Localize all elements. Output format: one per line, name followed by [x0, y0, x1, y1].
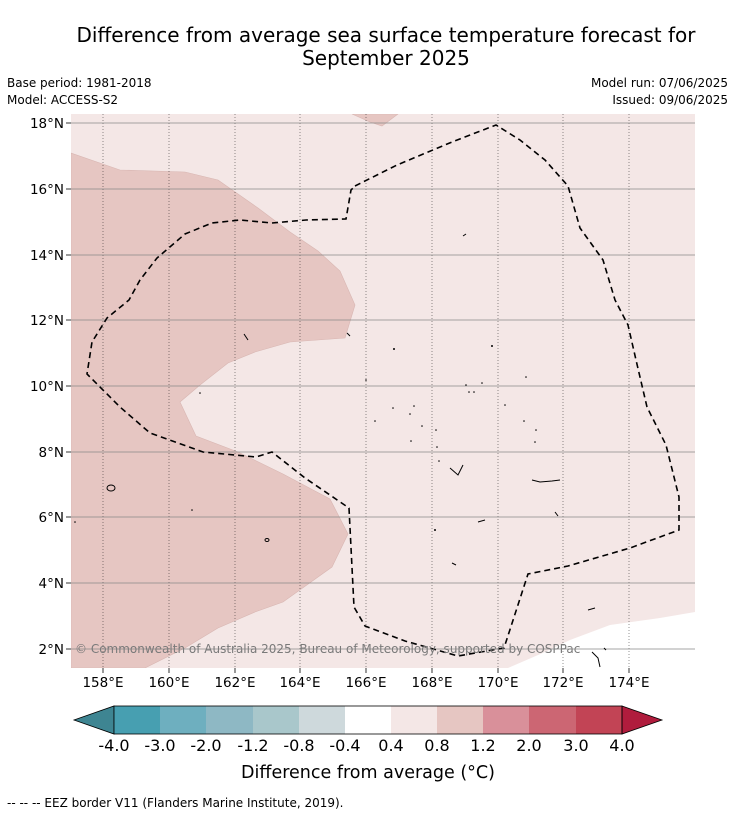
colorbar-tick-0: -4.0 [98, 736, 129, 755]
lat-label-16: 16°N [30, 182, 64, 198]
colorbar-frame [113, 705, 623, 735]
lon-label-162: 162°E [214, 675, 255, 691]
island-dots [74, 345, 537, 531]
colorbar-tick-1: -3.0 [144, 736, 175, 755]
colorbar-tick-2: -2.0 [190, 736, 221, 755]
lat-label-4: 4°N [39, 576, 64, 592]
lon-label-174: 174°E [608, 675, 649, 691]
colorbar-tick-7: 0.8 [424, 736, 449, 755]
issued-text: Issued: 09/06/2025 [612, 93, 728, 107]
colorbar-segment-11 [576, 706, 622, 734]
colorbar-segment-3 [206, 706, 253, 734]
lon-label-164: 164°E [279, 675, 320, 691]
colorbar-segment-10 [529, 706, 576, 734]
colorbar-tick-10: 3.0 [563, 736, 588, 755]
colorbar-tick-11: 4.0 [609, 736, 634, 755]
colorbar-tick-4: -0.8 [283, 736, 314, 755]
latitude-lines [71, 122, 695, 650]
lon-label-168: 168°E [411, 675, 452, 691]
islands [106, 233, 607, 668]
lat-axis: 18°N 16°N 14°N 12°N 10°N 8°N 6°N 4°N 2°N [30, 116, 71, 658]
lon-label-166: 166°E [345, 675, 386, 691]
colorbar-tick-6: 0.4 [378, 736, 403, 755]
map-title-line1: Difference from average sea surface temp… [76, 23, 696, 47]
eez-legend-text: -- -- -- EEZ border V11 (Flanders Marine… [7, 796, 344, 810]
colorbar-label: Difference from average (°C) [241, 763, 495, 783]
colorbar-segment-8 [437, 706, 483, 734]
model-text: Model: ACCESS-S2 [7, 93, 119, 107]
lon-axis: 158°E 160°E 162°E 164°E 166°E 168°E 170°… [82, 668, 650, 691]
colorbar-extend-high [621, 705, 664, 735]
colorbar-tick-8: 1.2 [470, 736, 495, 755]
lat-label-10: 10°N [30, 379, 64, 395]
colorbar-segment-7 [391, 706, 437, 734]
base-period-text: Base period: 1981-2018 [7, 76, 152, 90]
lat-label-12: 12°N [30, 313, 64, 329]
colorbar-tick-3: -1.2 [237, 736, 268, 755]
anomaly-region-0.8-1.2 [71, 152, 356, 668]
colorbar-tick-9: 2.0 [516, 736, 541, 755]
lon-label-170: 170°E [477, 675, 518, 691]
lon-label-172: 172°E [542, 675, 583, 691]
lat-label-8: 8°N [39, 445, 64, 461]
colorbar: -4.0 -3.0 -2.0 -1.2 -0.8 -0.4 0.4 0.8 1.… [72, 705, 664, 755]
lat-label-2: 2°N [39, 642, 64, 658]
colorbar-tick-5: -0.4 [329, 736, 360, 755]
colorbar-segment-5 [299, 706, 345, 734]
anomaly-region-neutral [508, 612, 695, 668]
colorbar-segment-4 [253, 706, 299, 734]
eez-border [86, 124, 680, 657]
colorbar-extend-low [72, 705, 115, 735]
colorbar-segment-9 [483, 706, 529, 734]
colorbar-segment-6 [345, 706, 391, 734]
lon-label-160: 160°E [148, 675, 189, 691]
lat-label-18: 18°N [30, 116, 64, 132]
anomaly-region-top-0.8-1.2 [351, 114, 399, 127]
lat-label-6: 6°N [39, 510, 64, 526]
colorbar-segment-2 [160, 706, 206, 734]
lon-label-158: 158°E [82, 675, 123, 691]
model-run-text: Model run: 07/06/2025 [590, 76, 728, 90]
colorbar-segment-1 [114, 706, 160, 734]
copyright-text: © Commonwealth of Australia 2025, Bureau… [75, 642, 580, 656]
map-title-line2: September 2025 [302, 46, 470, 70]
map-plot-area: © Commonwealth of Australia 2025, Bureau… [71, 114, 695, 668]
lat-label-14: 14°N [30, 248, 64, 264]
